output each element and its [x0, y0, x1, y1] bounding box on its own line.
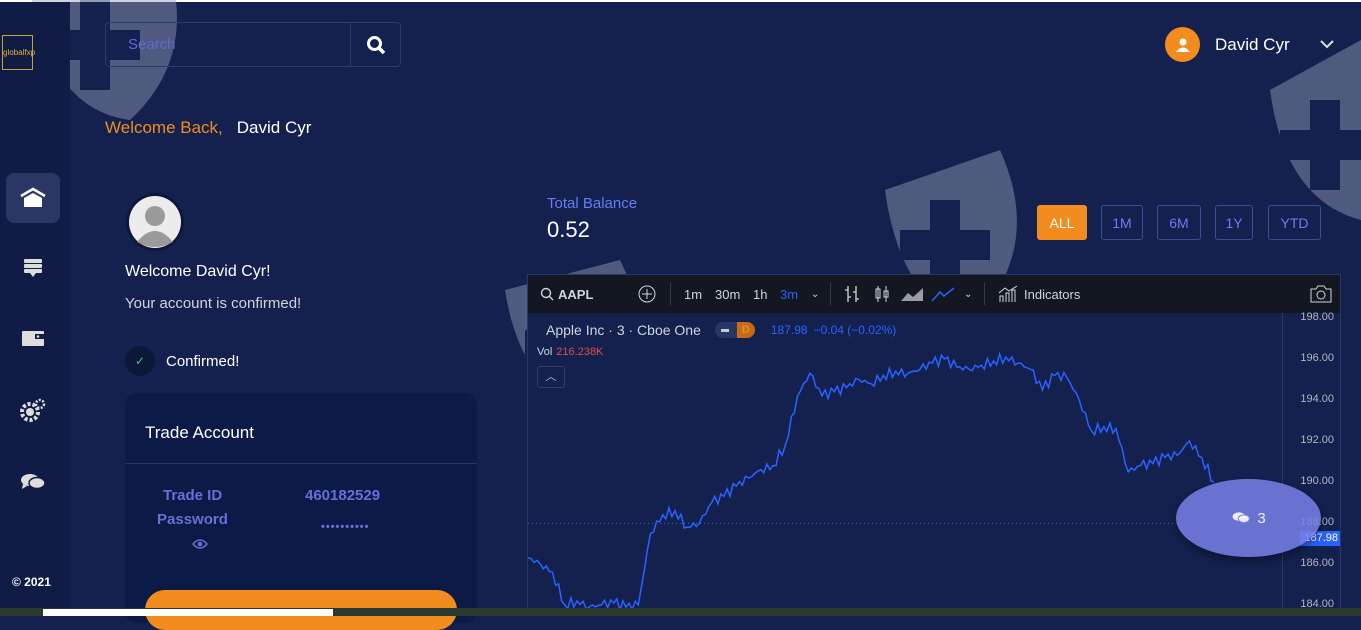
- wallet-icon: [22, 331, 44, 346]
- y-tick-label: 190.00: [1300, 475, 1334, 487]
- plus-circle-icon: [638, 285, 656, 303]
- y-tick-label: 196.00: [1300, 352, 1334, 364]
- welcome-name: David Cyr: [236, 118, 312, 137]
- divider: [670, 283, 671, 305]
- user-menu[interactable]: David Cyr: [1165, 27, 1334, 62]
- shield-watermark-icon: [1270, 40, 1361, 220]
- sidebar-item-wallet[interactable]: [6, 313, 60, 363]
- interval-3m[interactable]: 3m: [780, 286, 799, 302]
- chart-toolbar: AAPL 1m 30m 1h 3m ⌄ ⌄ Indicators: [528, 275, 1340, 313]
- search-icon: [366, 35, 385, 54]
- top-border: [0, 0, 1361, 2]
- price-change: −0.04 (−0.02%): [813, 323, 897, 337]
- y-tick-label: 194.00: [1300, 393, 1334, 405]
- interval-1h[interactable]: 1h: [753, 286, 768, 302]
- chart-type-dropdown-icon[interactable]: ⌄: [964, 288, 973, 300]
- chevron-down-icon: [1319, 40, 1334, 49]
- welcome-prefix: Welcome Back,: [105, 118, 223, 137]
- price-chart[interactable]: AAPL 1m 30m 1h 3m ⌄ ⌄ Indicators Apple I…: [527, 274, 1341, 616]
- symbol: AAPL: [558, 286, 594, 302]
- confirmed-status: ✓ Confirmed!: [125, 346, 239, 376]
- vol-value: 216.238K: [556, 346, 604, 358]
- chat-widget-button[interactable]: 3: [1176, 479, 1321, 557]
- symbol-search[interactable]: AAPL: [540, 275, 593, 313]
- search-input[interactable]: [106, 23, 350, 66]
- volume-legend: Vol 216.238K: [537, 346, 603, 358]
- trade-account-card: Trade Account Trade ID 460182529 Passwor…: [125, 393, 477, 630]
- chat-icon: [1232, 512, 1251, 524]
- trade-account-title: Trade Account: [145, 423, 254, 442]
- password-value: ••••••••••: [321, 521, 370, 533]
- range-1y-button[interactable]: 1Y: [1215, 205, 1253, 240]
- gears-icon: [20, 398, 46, 422]
- y-tick-label: 198.00: [1300, 311, 1334, 323]
- area-icon[interactable]: [900, 275, 924, 313]
- range-6m-button[interactable]: 6M: [1157, 205, 1201, 240]
- divider: [830, 283, 831, 305]
- screenshot-button[interactable]: [1310, 275, 1332, 313]
- y-tick-label: 184.00: [1300, 598, 1334, 610]
- collapse-legend-button[interactable]: ︿: [537, 366, 565, 388]
- total-balance-value: 0.52: [547, 217, 590, 242]
- total-balance-label: Total Balance: [547, 195, 638, 212]
- avatar: [1165, 27, 1200, 62]
- range-ytd-button[interactable]: YTD: [1268, 205, 1321, 240]
- password-label: Password: [157, 511, 228, 528]
- sidebar: globalfxp © 2021: [0, 2, 70, 616]
- price-axis[interactable]: 198.00196.00194.00192.00190.00188.00186.…: [1282, 311, 1340, 615]
- eye-icon[interactable]: [192, 538, 208, 550]
- profile-avatar: [126, 193, 184, 251]
- logo: globalfxp: [2, 35, 35, 70]
- indicators-icon: [998, 285, 1018, 302]
- trade-id-label: Trade ID: [163, 487, 223, 504]
- range-all-button[interactable]: ALL: [1037, 205, 1087, 240]
- line-icon[interactable]: [931, 275, 955, 313]
- sidebar-item-settings[interactable]: [6, 385, 60, 435]
- market-status-badge[interactable]: D: [714, 322, 755, 338]
- search-bar: [105, 22, 401, 67]
- check-icon: ✓: [125, 346, 155, 376]
- badge-label: D: [736, 322, 755, 338]
- sidebar-item-list[interactable]: [6, 243, 60, 293]
- chat-icon: [21, 474, 46, 490]
- indicators-button[interactable]: Indicators: [998, 275, 1080, 313]
- sidebar-item-home[interactable]: [6, 173, 60, 223]
- welcome-heading: Welcome Back, David Cyr: [105, 118, 311, 138]
- price-series-line: [528, 351, 1215, 613]
- compare-button[interactable]: [638, 275, 656, 313]
- y-tick-label: 186.00: [1300, 557, 1334, 569]
- user-silhouette-icon: [129, 196, 181, 248]
- list-icon: [24, 259, 42, 277]
- bottom-bar: [0, 608, 1361, 616]
- home-icon: [20, 187, 46, 207]
- divider: [984, 283, 985, 305]
- search-icon: [540, 287, 554, 301]
- y-tick-label: 192.00: [1300, 434, 1334, 446]
- user-icon: [1175, 38, 1190, 52]
- vol-label: Vol: [537, 346, 553, 358]
- range-1m-button[interactable]: 1M: [1101, 205, 1143, 240]
- camera-icon: [1310, 285, 1332, 303]
- sidebar-item-chat[interactable]: [6, 457, 60, 507]
- interval-dropdown-icon[interactable]: ⌄: [811, 288, 820, 300]
- last-price: 187.98: [770, 323, 808, 337]
- chat-count: 3: [1257, 509, 1266, 527]
- copyright: © 2021: [12, 575, 51, 589]
- profile-greeting: Welcome David Cyr!: [125, 263, 271, 280]
- interval-1m[interactable]: 1m: [684, 286, 703, 302]
- interval-30m[interactable]: 30m: [715, 286, 741, 302]
- chart-legend: Apple Inc · 3 · Cboe One D 187.98 −0.04 …: [540, 322, 896, 338]
- bars-icon[interactable]: [844, 275, 860, 313]
- trade-id-value: 460182529: [305, 487, 381, 504]
- price-line-plot: [528, 351, 1282, 613]
- divider: [125, 463, 477, 464]
- user-name: David Cyr: [1215, 34, 1290, 54]
- indicators-label: Indicators: [1024, 286, 1081, 302]
- search-button[interactable]: [350, 23, 400, 66]
- account-status-text: Your account is confirmed!: [125, 295, 302, 312]
- candles-icon[interactable]: [874, 275, 890, 313]
- symbol-title: Apple Inc · 3 · Cboe One: [546, 322, 701, 338]
- confirmed-label: Confirmed!: [166, 352, 240, 370]
